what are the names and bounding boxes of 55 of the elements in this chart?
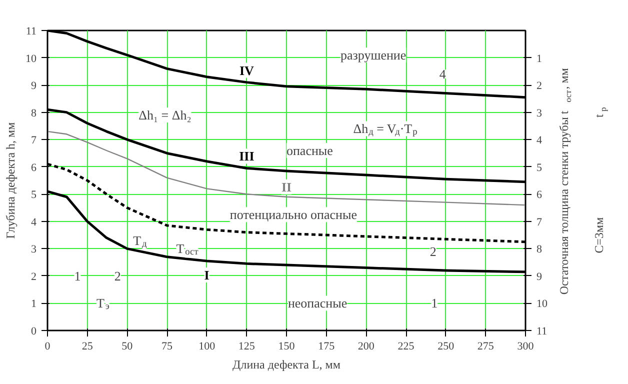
- x-tick-label: 100: [198, 340, 216, 352]
- y-tick-label: 0: [31, 326, 37, 338]
- x-axis-title: Длина дефекта L, мм: [232, 358, 341, 372]
- y-tick-label: 1: [31, 298, 36, 310]
- x-tick-label: 300: [517, 340, 534, 352]
- annotation: Δh₁ = Δh₂: [138, 108, 192, 123]
- y2-tick-label: 2: [536, 80, 542, 92]
- y2-tick-label: 4: [536, 134, 542, 147]
- y2-tick-label: 6: [536, 189, 542, 202]
- y-tick-label: 9: [31, 80, 37, 92]
- y2-tick-label: 5: [536, 162, 542, 174]
- y-tick-label: 2: [31, 270, 36, 283]
- y-tick-label: 11: [26, 26, 36, 38]
- annotation: 2: [430, 244, 436, 259]
- series-label: III: [239, 148, 254, 164]
- y-tick-label: 6: [31, 162, 37, 174]
- x-tick-label: 150: [278, 340, 296, 352]
- x-tick-label: 0: [44, 340, 51, 352]
- y-tick-label: 10: [26, 52, 37, 65]
- annotation: 2: [114, 268, 121, 284]
- annotation: 1: [74, 268, 81, 284]
- series-label: IV: [239, 62, 254, 78]
- annotation: 1: [431, 296, 438, 311]
- series-label: II: [281, 179, 292, 194]
- x-tick-label: 125: [238, 340, 256, 352]
- annotation: потенциально опасные: [230, 207, 358, 222]
- y-tick-label: 5: [31, 189, 37, 202]
- text: tр: [592, 107, 608, 118]
- y-axis-title: Глубина дефекта h, мм: [4, 122, 18, 239]
- annotation: опасные: [286, 143, 334, 158]
- y2-tick-label: 11: [536, 326, 548, 338]
- series-label: I: [204, 267, 210, 282]
- x-tick-label: 250: [438, 340, 455, 352]
- x-tick-label: 275: [477, 340, 494, 352]
- y-tick-label: 8: [31, 107, 37, 120]
- y2-tick-label: 8: [536, 244, 542, 256]
- y2-tick-label: 3: [536, 107, 542, 120]
- x-tick-label: 25: [82, 340, 94, 352]
- x-tick-label: 200: [358, 340, 375, 352]
- y2-axis-title: Остаточная толщина стенки трубы tост, мм: [557, 68, 574, 295]
- x-tick-label: 175: [318, 340, 336, 352]
- annotation: разрушение: [340, 48, 406, 63]
- y2-tick-label: 9: [536, 270, 542, 283]
- x-tick-label: 75: [162, 340, 173, 352]
- y2-tick-label: 7: [536, 216, 542, 228]
- x-tick-label: 225: [398, 340, 415, 352]
- annotation: неопасные: [288, 296, 348, 311]
- annotation: 4: [439, 66, 446, 82]
- y-tick-label: 4: [31, 216, 37, 228]
- y-tick-label: 7: [31, 134, 37, 147]
- text: C=3мм: [592, 216, 606, 254]
- y2-tick-label: 1: [536, 52, 542, 65]
- x-tick-label: 50: [122, 340, 134, 352]
- y2-tick-label: 10: [536, 298, 548, 310]
- y-tick-label: 3: [31, 244, 37, 256]
